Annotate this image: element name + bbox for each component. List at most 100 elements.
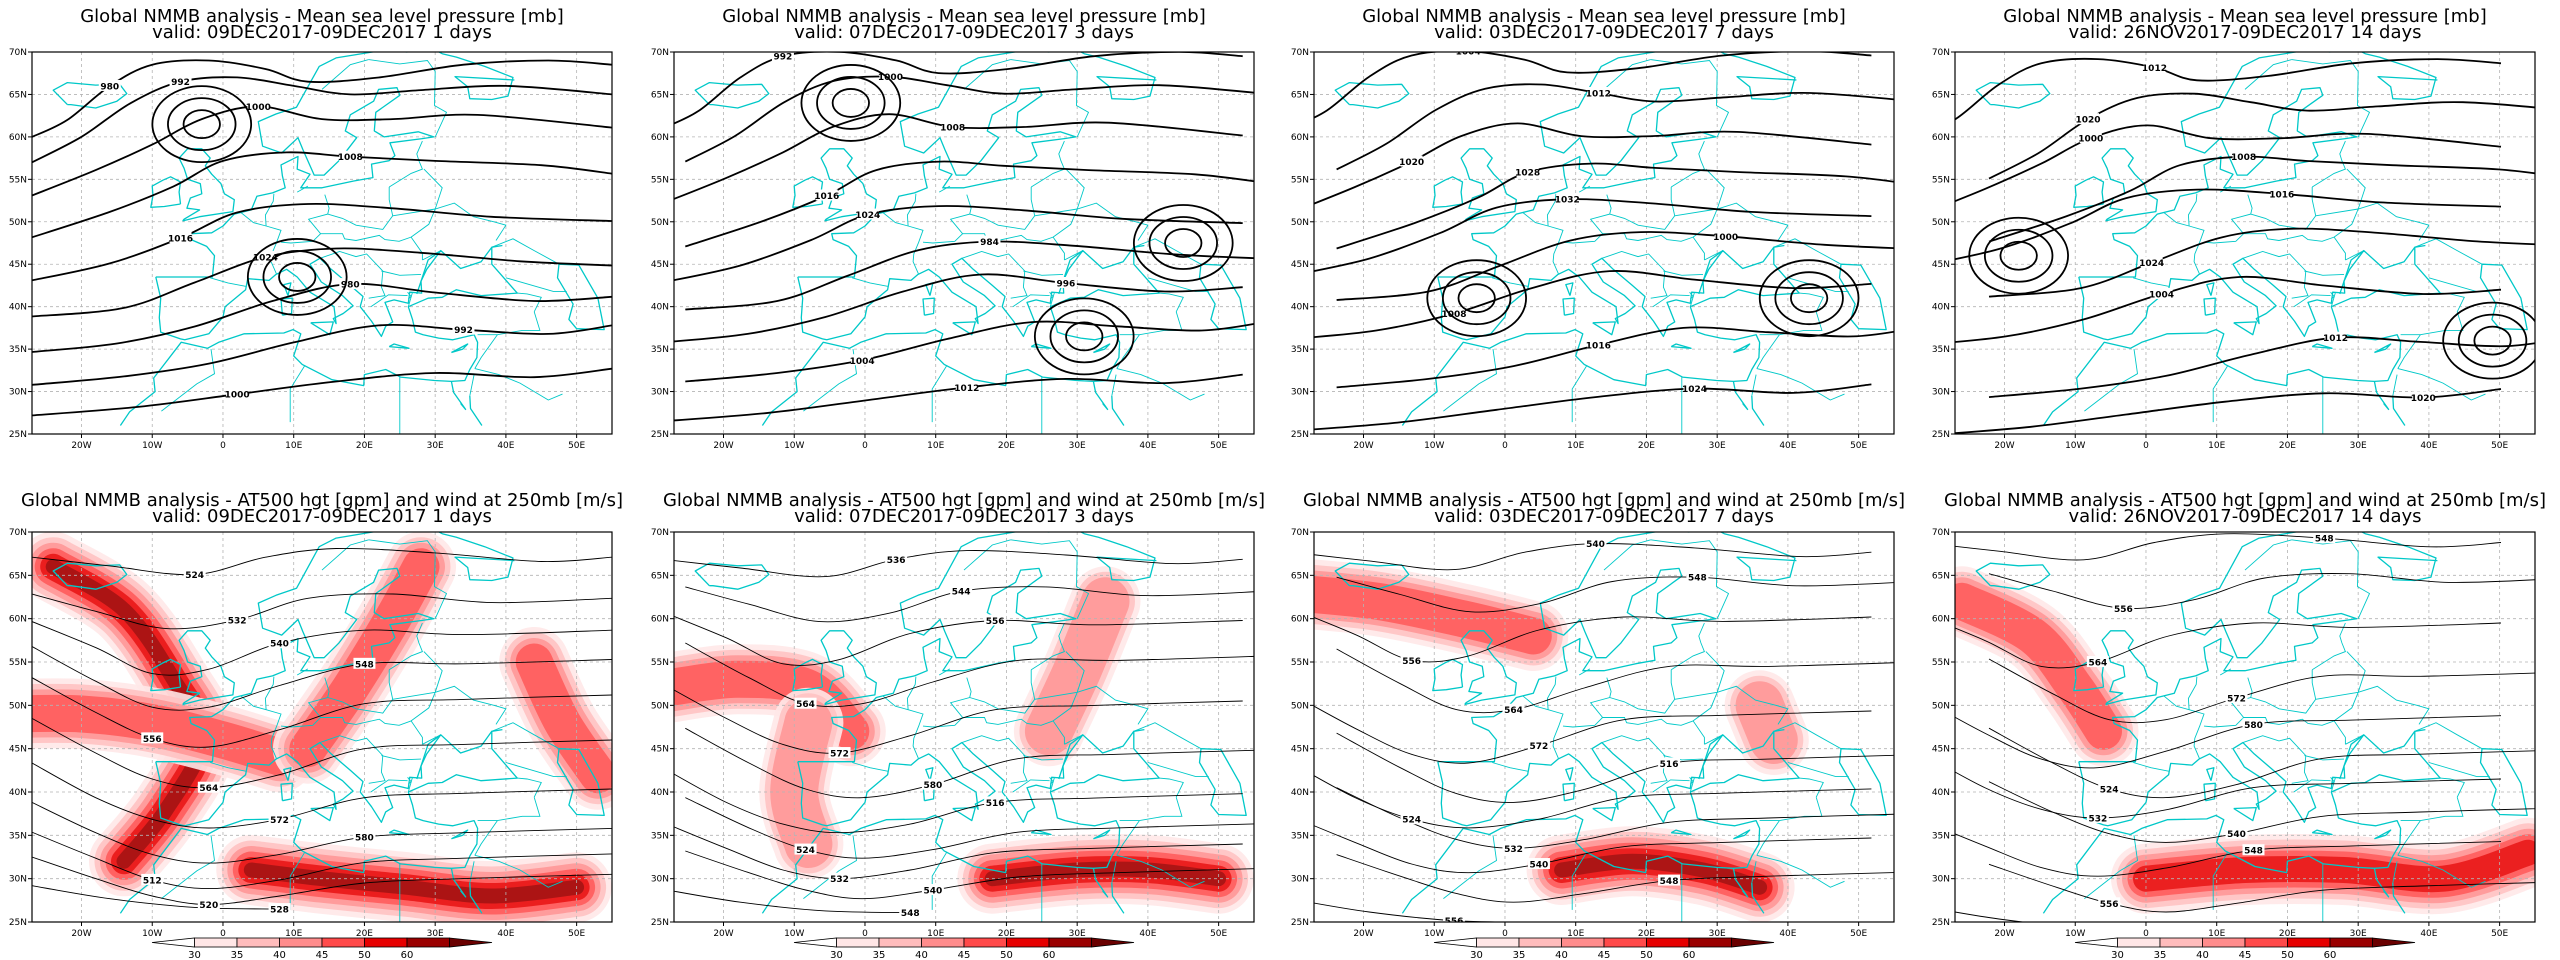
isoline-label: 548: [2315, 535, 2334, 545]
lat-tick-label: 65N: [9, 571, 27, 581]
colorbar-label: 50: [1000, 950, 1013, 960]
axis-ticks: 20W 10W 0 10E 20E 30E 40E 50E 25N 30N 35N 40N 45N 50N…: [9, 528, 586, 939]
country-border: [1578, 668, 1591, 676]
axis-ticks: 20W 10W 0 10E 20E 30E 40E 50E 25N 30N 35N 40N 45N 50N…: [1932, 528, 2509, 939]
colorbar-label: 40: [273, 950, 286, 960]
lat-tick-label: 25N: [1291, 430, 1309, 440]
country-border: [931, 851, 948, 910]
country-border: [1689, 777, 1695, 793]
country-border: [2084, 835, 2138, 899]
coastline: [797, 532, 1157, 763]
wind-speed-band: [1314, 575, 1552, 655]
lat-tick-label: 45N: [651, 745, 669, 755]
country-border: [1704, 734, 1724, 745]
lon-tick-label: 20W: [713, 929, 733, 939]
isoline-label: 1012: [1586, 90, 1611, 100]
colorbar-swatch: [2329, 937, 2373, 948]
lat-tick-label: 65N: [1932, 90, 1950, 100]
lat-tick-label: 70N: [9, 528, 27, 538]
isoline-label: 580: [2244, 721, 2263, 731]
isoline-label: 580: [355, 834, 374, 844]
lat-tick-label: 65N: [1291, 571, 1309, 581]
country-border: [2163, 695, 2205, 760]
country-border: [161, 349, 215, 412]
isoline-label-bg: [1658, 874, 1681, 886]
isoline-label: 1020: [1399, 158, 1424, 168]
map-area: 1012 1020 1000 1008 1016 1024 1004 1012 1020: [1955, 52, 2535, 434]
isoline-label-bg: [1502, 703, 1525, 715]
country-border: [320, 717, 423, 745]
country-border: [1609, 187, 1676, 230]
country-border: [852, 762, 888, 772]
coastline: [1838, 748, 1887, 817]
isoline-label: 516: [986, 799, 1005, 809]
country-border: [210, 762, 246, 772]
wind-speed-band: [1554, 853, 1768, 895]
isolines: [674, 52, 1254, 422]
colorbar-swatch: [963, 937, 1007, 948]
country-border: [2203, 677, 2253, 728]
country-border: [517, 292, 542, 312]
isoline-label-bg: [2098, 782, 2121, 794]
isoline-label: 548: [2244, 847, 2263, 857]
isoline-label-bg: [815, 189, 838, 201]
map-frame: [673, 51, 1255, 435]
axis-ticks: 20W 10W 0 10E 20E 30E 40E 50E 25N 30N 35N 40N 45N 50N…: [651, 48, 1228, 451]
country-border: [1650, 59, 1730, 138]
pressure-center-ring: [1790, 283, 1829, 314]
isoline-label-bg: [851, 354, 874, 366]
country-border: [1159, 292, 1184, 312]
pressure-center-ring: [151, 85, 253, 164]
colorbar-label: 60: [2324, 950, 2337, 960]
country-borders: [161, 539, 567, 922]
country-border: [1571, 851, 1588, 910]
panel-valid-range: valid: 03DEC2017-09DEC2017 7 days: [1434, 506, 1774, 527]
colorbar-label: 35: [873, 950, 886, 960]
panel-title: Global NMMB analysis - AT500 hgt [gpm] a…: [663, 490, 1265, 511]
isoline: [1336, 326, 1894, 389]
country-border: [2333, 168, 2366, 238]
country-border: [2084, 349, 2138, 412]
isoline-label-bg: [2242, 844, 2265, 856]
country-border: [2311, 140, 2346, 188]
isoline-label-bg: [2140, 256, 2163, 268]
isoline-label-bg: [1502, 842, 1525, 854]
country-border: [2414, 238, 2483, 265]
colorbar-label: 60: [1683, 950, 1696, 960]
lon-tick-label: 20W: [1353, 441, 1373, 451]
country-border: [1049, 292, 1055, 307]
coastline: [2101, 148, 2158, 222]
colorbar-swatch: [2117, 937, 2161, 948]
country-border: [2187, 193, 2198, 227]
country-border: [2392, 374, 2398, 396]
isoline-labels: 1012 1020 1000 1008 1016 1024 1004 1012 1020: [2075, 61, 2436, 404]
isoline-label-bg: [1683, 382, 1706, 394]
isoline-label-bg: [921, 884, 944, 896]
lon-tick-label: 50E: [2491, 929, 2508, 939]
isoline: [685, 797, 1254, 859]
lon-tick-label: 40E: [1139, 929, 1156, 939]
country-border: [370, 294, 408, 308]
isoline-label: 980: [341, 281, 360, 291]
isoline-label: 548: [355, 660, 374, 670]
lat-tick-label: 45N: [1291, 260, 1309, 270]
isoline-label-bg: [1714, 230, 1737, 242]
country-border: [1756, 368, 1845, 401]
coastline: [1111, 882, 1125, 914]
country-border: [422, 734, 442, 745]
country-border: [1751, 861, 1757, 884]
isoline-label: 572: [270, 816, 289, 826]
isoline-label-bg: [339, 278, 362, 290]
coastline: [1698, 734, 1724, 780]
isolines: [32, 547, 612, 910]
country-border: [2397, 854, 2486, 888]
lat-tick-label: 55N: [651, 658, 669, 668]
lon-tick-label: 30E: [427, 929, 444, 939]
isoline: [1988, 863, 2535, 913]
axis-ticks: 20W 10W 0 10E 20E 30E 40E 50E 25N 30N 35N 40N 45N 50N…: [9, 48, 586, 451]
isoline-label-bg: [794, 843, 817, 855]
isoline-label-bg: [941, 120, 964, 132]
lon-tick-label: 10E: [285, 441, 302, 451]
colorbar: 30 35 40 45 50 60: [793, 937, 1135, 960]
country-border: [2133, 277, 2169, 287]
